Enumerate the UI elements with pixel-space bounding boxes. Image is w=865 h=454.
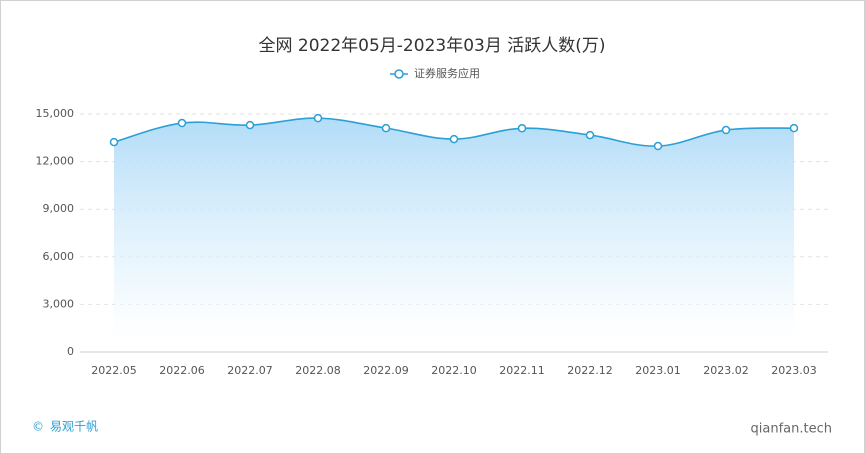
footer-copyright: ©: [32, 420, 44, 434]
point: [109, 137, 119, 147]
x-tick-label: 2023.01: [635, 364, 681, 377]
x-tick-label: 2022.05: [91, 364, 137, 377]
legend-label: 证券服务应用: [414, 66, 480, 80]
y-tick-label: 3,000: [43, 297, 75, 310]
footer-brand: 易观千帆: [50, 419, 98, 434]
y-tick-label: 0: [67, 345, 74, 358]
x-tick-label: 2022.10: [431, 364, 477, 377]
legend-marker: [394, 69, 404, 79]
x-tick-label: 2022.09: [363, 364, 409, 377]
chart-title: 全网 2022年05月-2023年03月 活跃人数(万): [259, 36, 606, 56]
point: [449, 134, 459, 144]
x-tick-label: 2022.07: [227, 364, 273, 377]
point: [585, 130, 595, 140]
point: [789, 123, 799, 133]
y-tick-label: 9,000: [43, 202, 75, 215]
x-tick-label: 2022.11: [499, 364, 545, 377]
point: [721, 125, 731, 135]
y-tick-label: 15,000: [36, 107, 75, 120]
x-tick-label: 2022.12: [567, 364, 613, 377]
x-tick-label: 2023.03: [771, 364, 817, 377]
x-tick-label: 2023.02: [703, 364, 749, 377]
footer-site: qianfan.tech: [751, 422, 832, 437]
x-tick-label: 2022.08: [295, 364, 341, 377]
point: [177, 118, 187, 128]
point: [245, 120, 255, 130]
point: [517, 124, 527, 133]
point: [381, 123, 391, 133]
x-tick-label: 2022.06: [159, 364, 205, 377]
y-tick-label: 6,000: [43, 250, 75, 263]
area: [114, 118, 794, 352]
y-tick-label: 12,000: [36, 155, 75, 168]
point: [653, 141, 663, 151]
point: [313, 113, 323, 123]
